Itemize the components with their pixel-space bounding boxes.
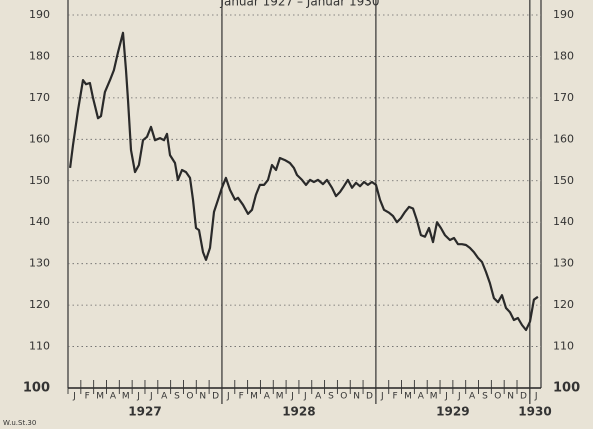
month-label: A — [418, 392, 425, 402]
month-label: O — [340, 392, 347, 402]
month-label: A — [161, 392, 168, 402]
month-label: S — [482, 392, 488, 402]
month-label: S — [174, 392, 180, 402]
month-label: J — [534, 392, 538, 402]
month-label: D — [212, 392, 219, 402]
month-label: M — [122, 392, 130, 402]
month-label: S — [328, 392, 334, 402]
y-tick-label-right: 150 — [553, 174, 574, 187]
month-label: O — [494, 392, 501, 402]
month-label: J — [444, 392, 448, 402]
year-label: 1927 — [128, 405, 161, 419]
month-label: F — [85, 392, 90, 402]
month-label: J — [303, 392, 307, 402]
y-tick-label-right: 130 — [553, 257, 574, 270]
y-tick-label: 100 — [23, 381, 50, 396]
y-tick-label: 170 — [29, 91, 50, 104]
y-tick-label: 150 — [29, 174, 50, 187]
month-label: D — [366, 392, 373, 402]
month-label: F — [239, 392, 244, 402]
month-label: J — [457, 392, 461, 402]
month-label: M — [276, 392, 284, 402]
month-label: J — [149, 392, 153, 402]
y-tick-label: 180 — [29, 49, 50, 62]
y-tick-label: 120 — [29, 298, 50, 311]
month-label: M — [430, 392, 438, 402]
month-label: J — [226, 392, 230, 402]
data-line — [69, 31, 539, 332]
y-tick-label: 160 — [29, 132, 50, 145]
y-tick-label: 130 — [29, 257, 50, 270]
month-label: J — [290, 392, 294, 402]
month-label: A — [469, 392, 476, 402]
year-label: 1930 — [518, 405, 551, 419]
month-label: A — [264, 392, 271, 402]
month-label: D — [520, 392, 527, 402]
month-label: J — [380, 392, 384, 402]
y-tick-label-right: 140 — [553, 215, 574, 228]
month-label: M — [96, 392, 104, 402]
month-label: O — [186, 392, 193, 402]
y-tick-label-right: 110 — [553, 340, 574, 353]
month-label: F — [393, 392, 398, 402]
month-label: A — [110, 392, 117, 402]
y-tick-label: 190 — [29, 8, 50, 21]
y-tick-label-right: 100 — [553, 381, 580, 396]
y-tick-label-right: 190 — [553, 8, 574, 21]
year-label: 1928 — [282, 405, 315, 419]
y-tick-label-right: 160 — [553, 132, 574, 145]
month-label: M — [250, 392, 258, 402]
month-label: A — [315, 392, 322, 402]
y-tick-label-right: 180 — [553, 49, 574, 62]
y-tick-label-right: 170 — [553, 91, 574, 104]
month-label: M — [404, 392, 412, 402]
month-label: J — [72, 392, 76, 402]
y-tick-label: 110 — [29, 340, 50, 353]
month-label: N — [199, 392, 206, 402]
month-label: N — [353, 392, 360, 402]
chart-title: Januar 1927 – Januar 1930 — [219, 0, 379, 9]
month-label: N — [507, 392, 514, 402]
month-label: J — [136, 392, 140, 402]
y-tick-label: 140 — [29, 215, 50, 228]
y-tick-label-right: 120 — [553, 298, 574, 311]
year-label: 1929 — [436, 405, 469, 419]
footnote: W.u.St.30 — [3, 419, 36, 427]
